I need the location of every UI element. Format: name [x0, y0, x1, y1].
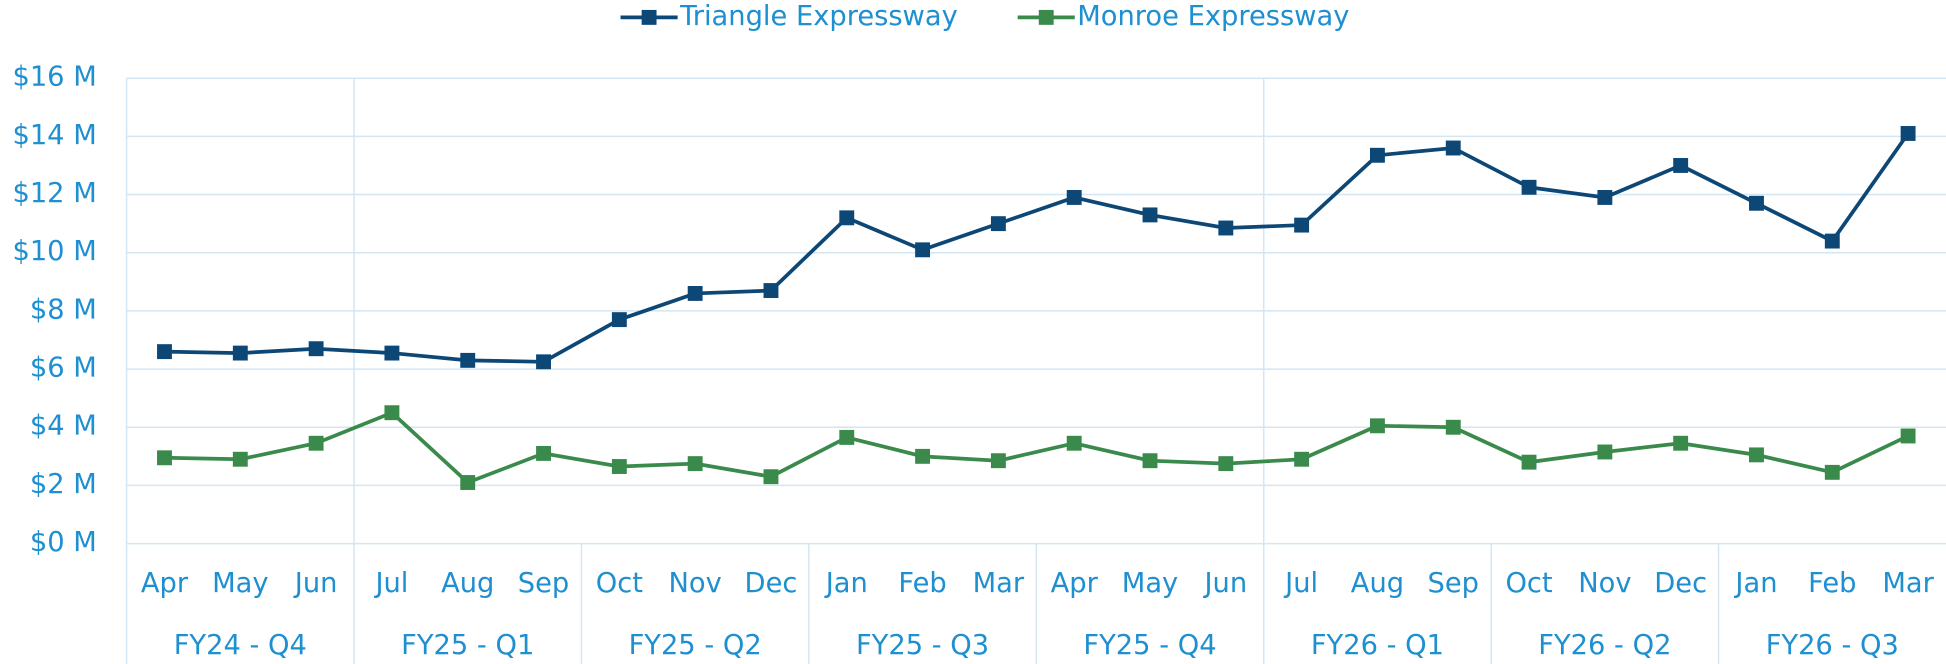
x-tick-label: Dec [1654, 568, 1707, 599]
data-point [384, 345, 400, 361]
x-tick-label: Aug [1351, 568, 1404, 599]
y-tick-label: $16 M [12, 62, 96, 93]
x-tick-label: Feb [898, 568, 946, 599]
data-point [990, 216, 1006, 232]
y-tick-label: $14 M [12, 120, 96, 151]
x-tick-label: Apr [1051, 568, 1099, 599]
data-point [915, 448, 931, 464]
data-point [232, 345, 248, 361]
data-point [1445, 419, 1461, 435]
data-point [308, 341, 324, 357]
x-tick-label: Dec [745, 568, 798, 599]
y-tick-label: $8 M [30, 294, 97, 325]
data-point [839, 210, 855, 226]
y-tick-label: $6 M [30, 353, 97, 384]
data-point [1597, 444, 1613, 460]
data-point [1142, 453, 1158, 469]
data-point [1521, 179, 1537, 195]
data-point [1066, 435, 1082, 451]
x-tick-label: Nov [669, 568, 722, 599]
x-tick-label: Jul [1283, 568, 1318, 599]
data-point [687, 456, 703, 472]
legend-label: Monroe Expressway [1077, 1, 1349, 32]
data-point [1900, 428, 1916, 444]
data-point [1369, 418, 1385, 434]
data-point [536, 445, 551, 461]
data-point [1521, 454, 1537, 470]
data-point [308, 435, 324, 451]
series-line [164, 132, 1910, 364]
data-point [1445, 140, 1461, 156]
data-point [1066, 190, 1082, 205]
x-tick-label: Jan [1733, 568, 1777, 599]
data-point [763, 283, 779, 298]
data-point [384, 405, 400, 421]
data-point [157, 344, 172, 360]
data-point [1673, 435, 1689, 451]
legend-marker [1038, 9, 1054, 25]
x-tick-label: May [212, 568, 268, 599]
y-tick-label: $2 M [30, 469, 97, 500]
data-point [1142, 207, 1158, 223]
data-point [1749, 195, 1764, 211]
data-point [460, 475, 476, 490]
data-point [1749, 447, 1764, 463]
x-tick-label: Nov [1578, 568, 1631, 599]
data-point [1673, 158, 1689, 173]
data-point [611, 312, 627, 328]
data-point [1900, 126, 1916, 141]
x-tick-label: Aug [441, 568, 494, 599]
x-tick-label: Oct [596, 568, 643, 599]
y-tick-label: $4 M [30, 411, 97, 442]
data-point [460, 352, 476, 368]
group-label: FY25 - Q3 [856, 630, 989, 661]
x-tick-label: Jun [1202, 568, 1247, 599]
y-tick-label: $12 M [12, 178, 96, 209]
data-point [1218, 220, 1234, 236]
legend-marker [641, 9, 657, 25]
data-point [687, 286, 703, 301]
data-point [1824, 233, 1840, 249]
data-point [915, 242, 931, 258]
data-point [839, 429, 855, 445]
data-point [1218, 456, 1234, 472]
data-point [1294, 217, 1310, 233]
data-point [1597, 190, 1613, 205]
x-tick-label: Apr [141, 568, 189, 599]
data-point [1369, 147, 1385, 163]
legend-label: Triangle Expressway [679, 1, 958, 32]
x-tick-label: Mar [973, 568, 1025, 599]
x-tick-label: Mar [1882, 568, 1934, 599]
group-label: FY26 - Q1 [1311, 630, 1444, 661]
group-label: FY25 - Q2 [629, 630, 762, 661]
data-point [1824, 464, 1840, 480]
x-tick-label: May [1122, 568, 1178, 599]
x-tick-label: Sep [518, 568, 569, 599]
x-tick-label: Jul [373, 568, 408, 599]
data-point [990, 453, 1006, 469]
data-point [536, 354, 551, 370]
group-label: FY26 - Q3 [1766, 630, 1899, 661]
group-label: FY26 - Q2 [1538, 630, 1671, 661]
y-tick-label: $10 M [12, 236, 96, 267]
data-point [763, 469, 779, 485]
x-tick-label: Sep [1428, 568, 1479, 599]
data-point [157, 450, 172, 466]
group-label: FY25 - Q4 [1083, 630, 1216, 661]
group-label: FY24 - Q4 [174, 630, 307, 661]
data-point [611, 459, 627, 474]
series-line [164, 410, 1909, 485]
x-tick-label: Jan [824, 568, 868, 599]
data-point [232, 451, 248, 467]
group-label: FY25 - Q1 [401, 630, 534, 661]
x-tick-label: Feb [1808, 568, 1856, 599]
x-tick-label: Jun [293, 568, 338, 599]
y-tick-label: $0 M [30, 527, 97, 558]
x-tick-label: Oct [1505, 568, 1552, 599]
data-point [1294, 451, 1310, 467]
